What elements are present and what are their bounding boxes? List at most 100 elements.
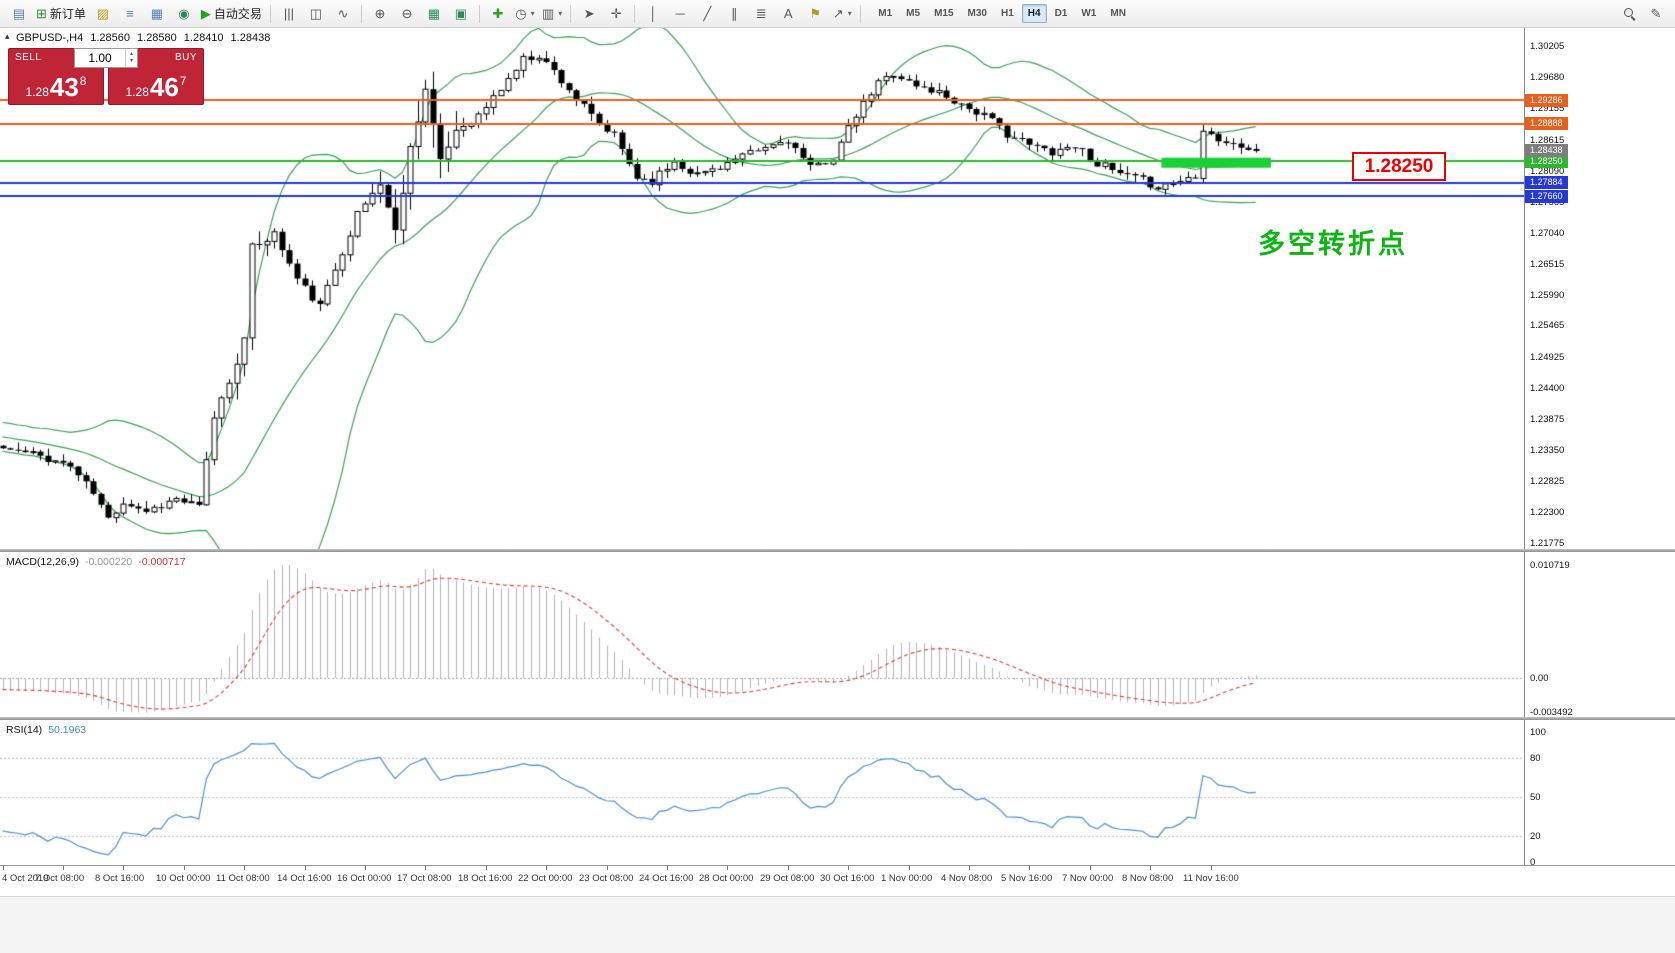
templates-button[interactable]: ▥ ▾ [539, 3, 565, 25]
time-axis-label: 24 Oct 16:00 [639, 873, 694, 884]
cursor-button[interactable]: ➤ [576, 3, 602, 25]
dropdown-arrow-icon: ▾ [847, 9, 852, 18]
vertical-line-button[interactable]: │ [640, 3, 666, 25]
price-axis-label: 1.22300 [1530, 507, 1565, 519]
time-axis-tick [365, 866, 366, 870]
edit-icon: ✎ [1650, 6, 1662, 21]
time-axis-tick [788, 866, 789, 870]
macd-signal-value: -0.000717 [138, 556, 186, 568]
timeframe-m1-button[interactable]: M1 [878, 8, 893, 19]
timeframe-mn-button[interactable]: MN [1110, 8, 1126, 19]
bar-chart-type-icon: ||| [283, 6, 294, 21]
horizontal-line-button[interactable]: ─ [667, 3, 693, 25]
arrows-button[interactable]: ↗ ▾ [829, 3, 855, 25]
rsi-axis-label: 0 [1530, 857, 1536, 868]
search-button[interactable] [1616, 3, 1642, 25]
sell-price-prefix: 1.28 [25, 85, 49, 99]
edit-button[interactable]: ✎ [1643, 3, 1669, 25]
rsi-label-row: RSI(14) 50.1963 [6, 724, 86, 736]
price-axis-label: 1.29155 [1530, 102, 1565, 114]
timeframe-h1-button[interactable]: H1 [1000, 8, 1014, 19]
rsi-panel-canvas[interactable] [0, 720, 1524, 865]
cursor-icon: ➤ [583, 6, 595, 21]
time-axis-tick [1150, 866, 1151, 870]
indicators-button[interactable]: ✚ [485, 3, 511, 25]
channel-button[interactable]: ∥ [721, 3, 747, 25]
market-watch-icon[interactable]: ≡ [117, 3, 143, 25]
time-axis-label: 7 Oct 08:00 [35, 873, 85, 884]
data-window-icon-icon: ▦ [150, 6, 164, 21]
volume-spinner[interactable]: ▴ ▾ [125, 49, 137, 67]
sell-label: SELL [15, 52, 42, 63]
main-chart-panel: ▴ GBPUSD-,H4 1.28560 1.28580 1.28410 1.2… [0, 28, 1524, 549]
timeframe-w1-button[interactable]: W1 [1081, 8, 1097, 19]
chart-window-icon[interactable]: ▤ [6, 3, 32, 25]
tile-windows-icon: ▦ [427, 6, 441, 21]
autotrading-button[interactable]: ▶ 自动交易 [198, 3, 265, 25]
time-axis-tick [607, 866, 608, 870]
navigator-icon[interactable]: ◉ [171, 3, 197, 25]
price-tag: 1.29286 [1525, 93, 1568, 107]
data-window-icon[interactable]: ▦ [144, 3, 170, 25]
zoom-in-icon: ⊕ [374, 6, 386, 21]
volume-box[interactable]: 1.00 ▴ ▾ [74, 48, 138, 68]
timeframe-m30-button[interactable]: M30 [967, 8, 987, 19]
price-axis-label: 1.26515 [1530, 258, 1565, 270]
time-axis-tick [1029, 866, 1030, 870]
fibonacci-button[interactable]: ≣ [748, 3, 774, 25]
time-scale[interactable]: 4 Oct 2019 7 Oct 08:00 8 Oct 16:00 10 Oct 0… [0, 866, 1675, 896]
cascade-windows-icon: ▣ [454, 6, 468, 21]
spinner-down-icon[interactable]: ▾ [129, 58, 133, 64]
zoom-out-button[interactable]: ⊖ [394, 3, 420, 25]
trade-panel-collapse-icon[interactable]: ▴ [5, 31, 10, 41]
horizontal-line-icon: ─ [675, 6, 685, 21]
chart-ohlc-title: GBPUSD-,H4 1.28560 1.28580 1.28410 1.284… [16, 32, 270, 44]
price-scale[interactable]: 1.302051.296801.291551.286151.280901.275… [1524, 28, 1675, 868]
sell-price-pip: 8 [79, 74, 87, 88]
periods-button[interactable]: ◷ ▾ [512, 3, 538, 25]
search-icon [1623, 7, 1636, 20]
line-chart-type-button[interactable]: ∿ [330, 3, 356, 25]
time-axis-tick [969, 866, 970, 870]
trendline-button[interactable]: ╱ [694, 3, 720, 25]
chart-profiles-icon-icon: ▨ [96, 6, 110, 21]
timeframe-m5-button[interactable]: M5 [906, 8, 921, 19]
chart-profiles-icon[interactable]: ▨ [90, 3, 116, 25]
new-order-icon: ⊞ [36, 6, 47, 21]
zoom-in-button[interactable]: ⊕ [367, 3, 393, 25]
candlestick-chart-type-button[interactable]: ◫ [303, 3, 329, 25]
bottom-strip [0, 896, 1675, 953]
volume-input[interactable]: 1.00 [88, 51, 112, 65]
text-label-icon: ⚑ [809, 6, 822, 21]
window-separator[interactable] [0, 717, 1675, 720]
rsi-indicator-name: RSI(14) [6, 724, 43, 736]
macd-axis-zero: 0.00 [1530, 673, 1549, 684]
window-separator[interactable] [0, 549, 1675, 552]
macd-panel-canvas[interactable] [0, 552, 1524, 717]
price-axis-label: 1.25465 [1530, 320, 1565, 332]
timeframe-m15-button[interactable]: M15 [934, 8, 954, 19]
price-annotation-box[interactable]: 1.28250 [1352, 152, 1446, 181]
price-axis-label: 1.22825 [1530, 476, 1565, 488]
text-button[interactable]: A [775, 3, 801, 25]
rsi-axis-label: 100 [1530, 727, 1546, 738]
text-label-button[interactable]: ⚑ [802, 3, 828, 25]
spinner-up-icon[interactable]: ▴ [129, 51, 133, 58]
crosshair-button[interactable]: ✛ [603, 3, 629, 25]
turning-point-note[interactable]: 多空转折点 [1258, 229, 1408, 259]
macd-main-value: -0.000220 [84, 556, 133, 568]
time-axis-label: 5 Nov 16:00 [1001, 873, 1053, 884]
cascade-windows-button[interactable]: ▣ [448, 3, 474, 25]
main-chart-canvas[interactable] [0, 28, 1524, 549]
timeframe-h4-button[interactable]: H4 [1021, 4, 1047, 23]
text-icon: A [783, 6, 793, 21]
new-order-button[interactable]: ⊞ 新订单 [33, 3, 89, 25]
time-axis-tick [909, 866, 910, 870]
timeframe-d1-button[interactable]: D1 [1054, 8, 1068, 19]
buy-price: 1.28 46 7 [109, 74, 203, 100]
tile-windows-button[interactable]: ▦ [421, 3, 447, 25]
low-value: 1.28410 [183, 32, 224, 44]
close-value: 1.28438 [230, 32, 271, 44]
bar-chart-type-button[interactable]: ||| [276, 3, 302, 25]
